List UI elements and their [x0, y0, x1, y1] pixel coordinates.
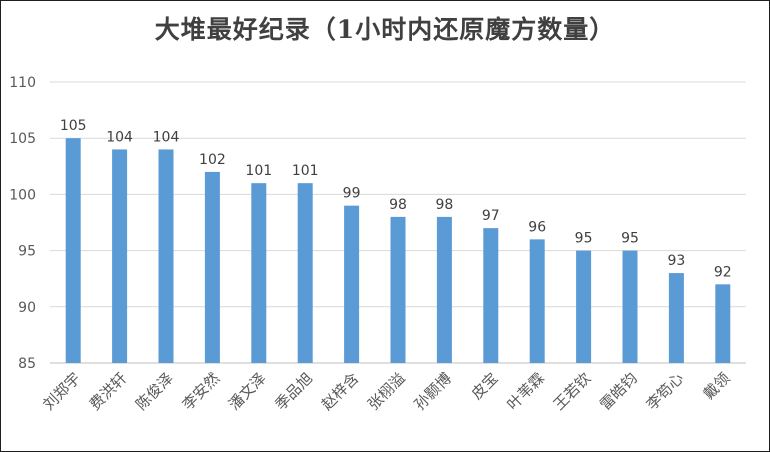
y-tick-label: 95 [18, 244, 36, 260]
x-tick-label: 孙颢博 [411, 369, 456, 414]
data-label: 104 [153, 129, 180, 145]
data-label: 105 [60, 118, 87, 134]
data-label: 98 [389, 197, 407, 213]
bar [344, 205, 360, 363]
data-label: 93 [667, 253, 685, 269]
y-tick-label: 100 [9, 187, 36, 203]
bar [529, 239, 545, 363]
x-axis-labels: 刘郑宇 费洪轩 陈俊泽 李安然 潘文泽 季品旭 赵梓含 张栩溢 孙颢博 皮宝 叶苇霖 王若钦 雷皓钧 李笱… [39, 369, 733, 414]
data-label: 98 [435, 197, 453, 213]
x-tick-label: 雷皓钧 [596, 369, 641, 414]
data-label: 104 [106, 129, 133, 145]
x-tick-label: 戴领 [700, 369, 734, 403]
x-tick-label: 刘郑宇 [39, 369, 84, 414]
x-tick-label: 张栩溢 [364, 369, 409, 414]
bar [576, 250, 592, 363]
x-tick-label: 李安然 [179, 369, 224, 414]
y-tick-label: 90 [18, 300, 36, 316]
y-tick-label: 110 [9, 75, 36, 91]
data-label: 96 [528, 219, 546, 235]
bar [204, 171, 220, 363]
x-tick-label: 季品旭 [271, 369, 316, 414]
x-tick-label: 费洪轩 [86, 369, 131, 414]
bar [65, 138, 81, 363]
data-label: 102 [199, 152, 226, 168]
x-tick-label: 李笱心 [643, 369, 688, 414]
x-tick-label: 皮宝 [468, 369, 502, 403]
x-tick-label: 潘文泽 [225, 369, 270, 414]
bars [65, 138, 731, 363]
x-tick-label: 叶苇霖 [503, 369, 548, 414]
chart-title: 大堆最好纪录（1小时内还原魔方数量） [154, 15, 616, 44]
data-label: 101 [292, 163, 319, 179]
bar [668, 273, 684, 363]
data-labels: 105 104 104 102 101 101 99 98 98 97 96 95 95 93 92 [60, 118, 732, 280]
y-tick-label: 85 [18, 356, 36, 372]
bar [715, 284, 731, 363]
bar [112, 149, 128, 363]
bar [483, 228, 499, 363]
data-label: 95 [575, 231, 593, 247]
data-label: 95 [621, 231, 639, 247]
y-axis-ticks: 85 90 95 100 105 110 [9, 75, 36, 372]
bar [251, 183, 267, 363]
y-tick-label: 105 [9, 131, 36, 147]
x-tick-label: 王若钦 [550, 369, 595, 414]
bar [622, 250, 638, 363]
bar [297, 183, 313, 363]
data-label: 101 [245, 163, 272, 179]
data-label: 99 [343, 186, 361, 202]
bar [158, 149, 174, 363]
x-tick-label: 陈俊泽 [132, 369, 177, 414]
x-tick-label: 赵梓含 [318, 369, 363, 414]
data-label: 92 [714, 264, 732, 280]
bar [390, 216, 406, 363]
bar [436, 216, 452, 363]
data-label: 97 [482, 208, 500, 224]
